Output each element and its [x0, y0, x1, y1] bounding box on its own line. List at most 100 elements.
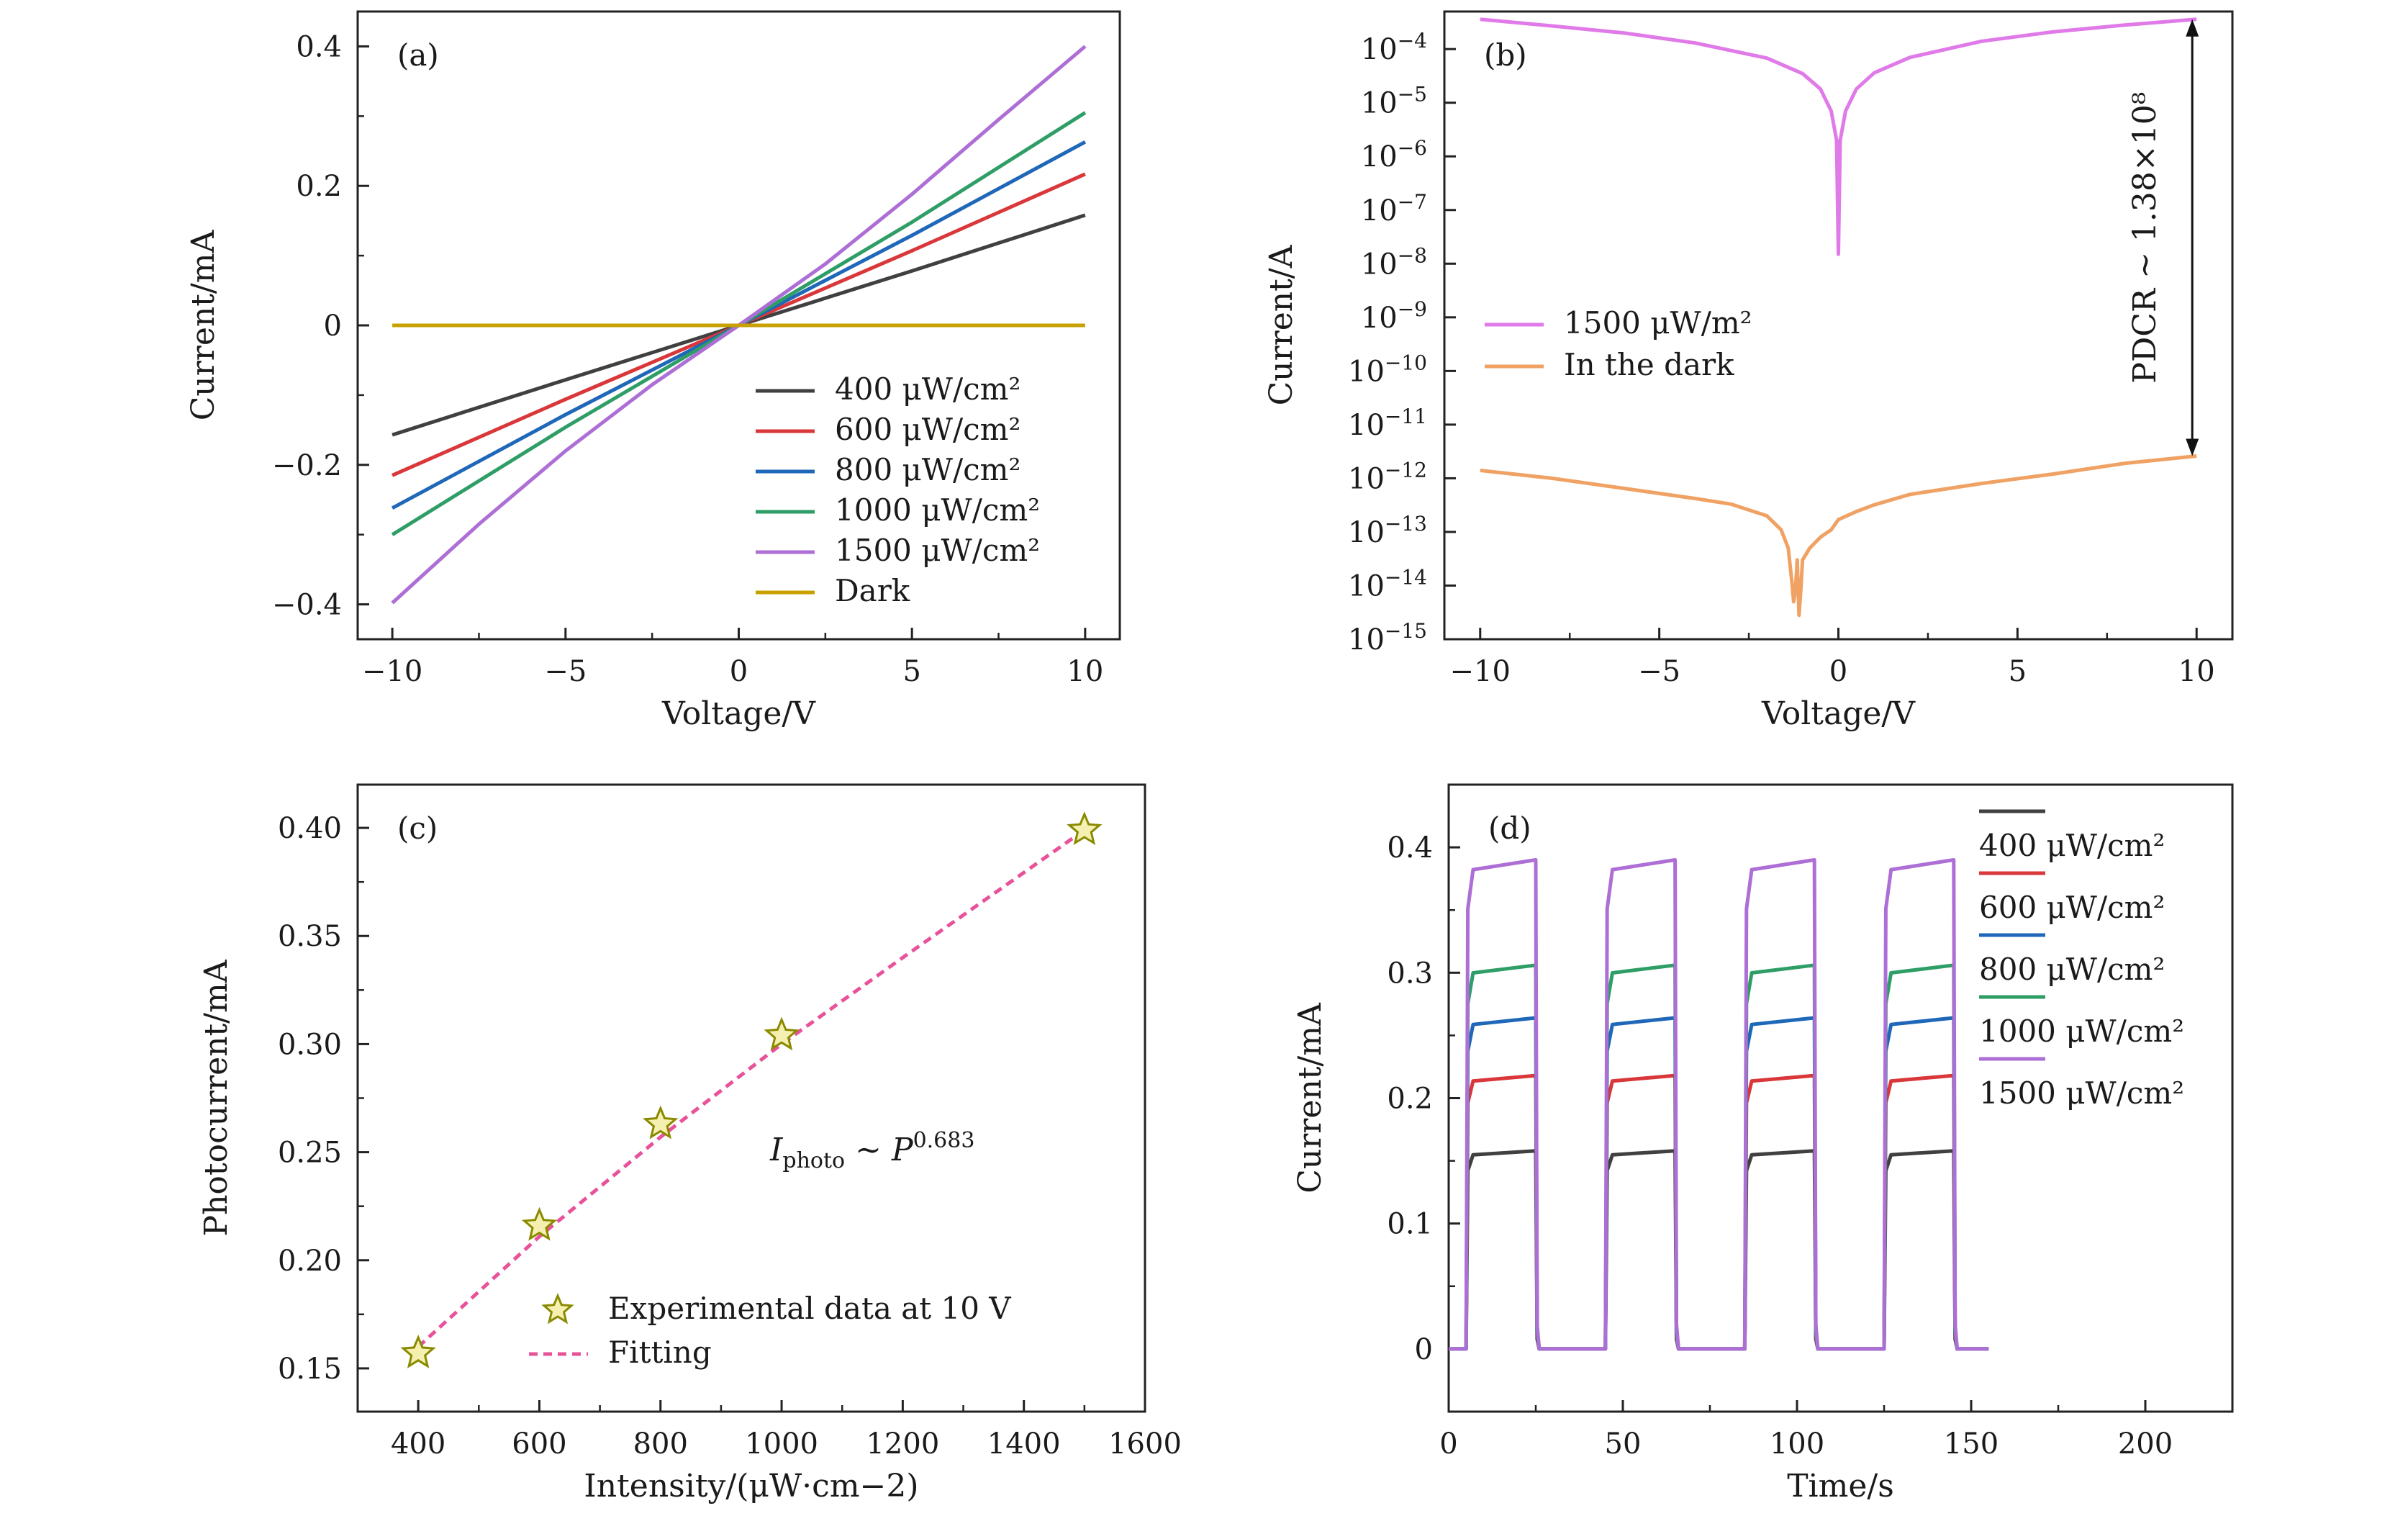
panel-a-x-tick-label: −5: [544, 655, 587, 688]
panel-b-plot-frame: [1443, 10, 2234, 641]
panel-d-series-1-legend-label: 600 μW/cm²: [1979, 890, 2165, 925]
panel-d-series-2-legend-label: 800 μW/cm²: [1979, 952, 2165, 987]
panel-c-data-point: [1067, 811, 1103, 846]
panel-d-x-tick-label: 0: [1439, 1427, 1457, 1461]
panel-c-y-tick-label: 0.35: [278, 920, 342, 953]
panel-b-y-tick-label: 10−15: [1348, 619, 1427, 657]
panel-a: −10 −5 0 5 10 −0.4 −0.2 0 0.2 0.4 Voltage/V Current…: [185, 10, 1121, 732]
panel-a-y-axis-title: Current/mA: [185, 230, 222, 421]
panel-b-pdcr-annotation: PDCR ~ 1.38×10⁸: [2127, 92, 2163, 384]
panel-d-x-tick-label: 200: [2118, 1427, 2173, 1461]
panel-d-y-tick-label: 0.1: [1387, 1208, 1433, 1241]
panel-c-series-0-legend-label: Experimental data at 10 V: [608, 1291, 1011, 1326]
panel-d-series-4-legend-label: 1500 μW/cm²: [1979, 1075, 2184, 1111]
panel-b-y-axis-title: Current/A: [1263, 244, 1300, 405]
panel-c-y-tick-label: 0.20: [278, 1245, 342, 1278]
panel-b-y-tick-label: 10−11: [1348, 405, 1427, 442]
panel-c-x-tick-label: 1400: [987, 1427, 1061, 1461]
panel-c-y-tick-label: 0.25: [278, 1137, 342, 1170]
panel-a-x-tick-label: −10: [362, 655, 422, 688]
panel-b-y-tick-label: 10−13: [1348, 512, 1427, 549]
panel-b-y-tick-label: 10−6: [1361, 136, 1427, 173]
panel-a-series-4-legend-label: 1500 μW/cm²: [835, 533, 1040, 568]
panel-d-x-tick-label: 100: [1770, 1427, 1824, 1461]
panel-b-x-tick-label: −5: [1638, 655, 1680, 688]
panel-b-x-axis-title: Voltage/V: [1761, 695, 1916, 732]
panel-c-series-0-legend-marker: [541, 1293, 574, 1325]
panel-a-y-tick-label: −0.4: [272, 589, 342, 622]
panel-d-y-tick-label: 0.2: [1387, 1083, 1433, 1116]
panel-c-fit-line: [417, 829, 1086, 1348]
panel-b-y-tick-label: 10−8: [1361, 243, 1427, 281]
panel-d-series-3-legend-label: 1000 μW/cm²: [1979, 1014, 2184, 1049]
panel-c-x-tick-label: 400: [391, 1427, 445, 1461]
panel-c-data-point: [521, 1206, 558, 1241]
panel-c-x-tick-label: 600: [512, 1427, 566, 1461]
panel-b-arrow-head-up: [2186, 19, 2199, 37]
panel-a-y-tick-label: 0.4: [296, 30, 342, 63]
panel-b-y-tick-label: 10−10: [1348, 351, 1427, 388]
panel-d-series-1: [1449, 1073, 1989, 1351]
panel-c-x-tick-label: 1600: [1108, 1427, 1182, 1461]
panel-b-y-tick-label: 10−5: [1361, 83, 1427, 120]
panel-b-y-tick-label: 10−12: [1348, 458, 1427, 495]
panel-a-y-tick-label: 0: [324, 310, 342, 343]
panel-b-y-tick-label: 10−14: [1348, 565, 1427, 603]
panel-a-x-tick-label: 5: [902, 655, 920, 688]
panel-b-arrow-head-down: [2186, 438, 2199, 456]
panel-a-series-3-legend-label: 1000 μW/cm²: [835, 492, 1040, 528]
panel-d-x-tick-label: 50: [1605, 1427, 1642, 1461]
panel-c-annotation: Iphoto ~ P0.683: [769, 1128, 974, 1173]
panel-b-x-tick-label: 0: [1829, 655, 1847, 688]
panel-c-series-1-legend-label: Fitting: [608, 1335, 712, 1370]
panel-b-y-tick-label: 10−7: [1361, 190, 1427, 227]
panel-c-y-axis-title: Photocurrent/mA: [198, 959, 235, 1236]
panel-d-x-axis-title: Time/s: [1787, 1468, 1894, 1504]
panel-a-series-2-legend-label: 800 μW/cm²: [835, 452, 1020, 487]
panel-c-y-tick-label: 0.15: [278, 1353, 342, 1386]
panel-d-y-tick-label: 0.3: [1387, 957, 1433, 990]
panel-c: 400 600 800 1000 1200 1400 1600 0.15 0.20 0.25 0.3…: [198, 783, 1182, 1504]
panel-b-series-1-legend-label: In the dark: [1564, 347, 1734, 382]
panel-a-x-axis-title: Voltage/V: [661, 695, 816, 732]
panel-a-series-0-legend-label: 400 μW/cm²: [835, 371, 1020, 407]
panel-c-data-point: [764, 1016, 800, 1051]
panel-a-series-1-legend-label: 600 μW/cm²: [835, 412, 1020, 447]
panel-d-x-tick-label: 150: [1944, 1427, 1999, 1461]
panel-b-series-0: [1480, 17, 2197, 256]
panel-c-y-tick-label: 0.30: [278, 1028, 342, 1061]
panel-c-data-point: [400, 1335, 436, 1368]
panel-d-series-0-legend-label: 400 μW/cm²: [1979, 828, 2165, 863]
panel-a-series-5-legend-label: Dark: [835, 573, 910, 608]
panel-d-y-tick-label: 0.4: [1387, 831, 1433, 865]
panel-c-label: (c): [397, 811, 438, 846]
panel-c-data-point: [643, 1105, 679, 1140]
panel-d-series-0: [1449, 1149, 1989, 1351]
panel-a-y-tick-label: −0.2: [272, 449, 342, 482]
panel-b-x-tick-label: 10: [2178, 655, 2215, 688]
panel-b-series-1: [1480, 454, 2197, 618]
panel-d-y-tick-label: 0: [1415, 1333, 1433, 1366]
panel-c-y-tick-label: 0.40: [278, 812, 342, 845]
panel-b-y-tick-label: 10−9: [1361, 297, 1427, 335]
panel-c-x-tick-label: 1000: [745, 1427, 818, 1461]
panel-c-x-axis-title: Intensity/(μW·cm−2): [584, 1468, 918, 1504]
panel-a-x-tick-label: 0: [730, 655, 748, 688]
panel-d: 0 50 100 150 200 0 0.1 0.2 0.3 0.4 Time/s Current/m…: [1292, 783, 2234, 1504]
panel-c-x-tick-label: 1200: [866, 1427, 939, 1461]
panel-b-y-tick-label: 10−4: [1361, 29, 1427, 66]
panel-b-x-tick-label: 5: [2009, 655, 2027, 688]
panel-b: −10 −5 0 5 10 10−15 10−14 10−13 10−12 10−11 10−10 1…: [1263, 10, 2234, 732]
panel-a-y-tick-label: 0.2: [296, 170, 342, 203]
panel-a-label: (a): [397, 37, 439, 73]
panel-b-x-tick-label: −10: [1450, 655, 1511, 688]
panel-a-x-tick-label: 10: [1067, 655, 1103, 688]
panel-d-y-axis-title: Current/mA: [1292, 1002, 1329, 1194]
panel-d-label: (d): [1488, 811, 1531, 846]
panel-b-series-0-legend-label: 1500 μW/m²: [1564, 305, 1752, 340]
panel-b-label: (b): [1484, 37, 1527, 73]
panel-d-series-4: [1449, 858, 1989, 1351]
panel-d-series-2: [1449, 1016, 1989, 1351]
panel-c-x-tick-label: 800: [633, 1427, 688, 1461]
